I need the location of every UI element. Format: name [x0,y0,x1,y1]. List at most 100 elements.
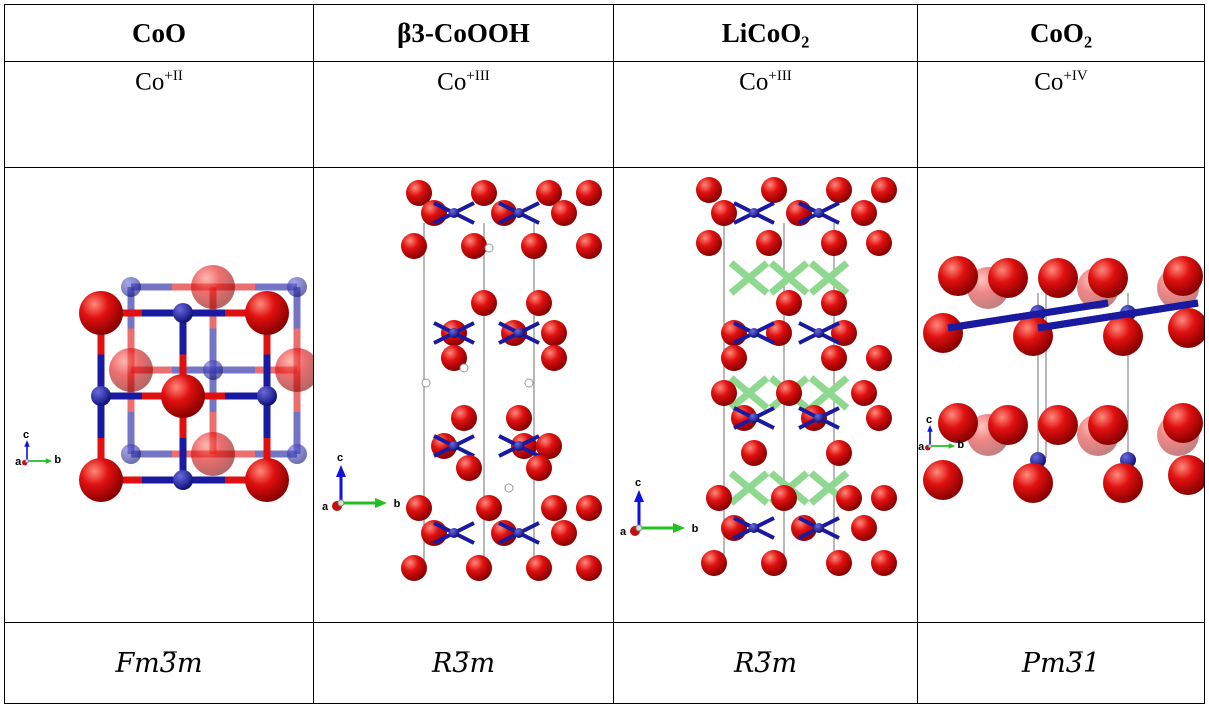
blue-atom [814,413,824,423]
bond [808,375,850,411]
axis-label: c [337,452,343,464]
blue-atom [449,528,459,538]
blue-atom [203,360,223,380]
red-atom [866,405,892,431]
red-atom [866,230,892,256]
red-atom [871,485,897,511]
axis-label: b [957,439,964,451]
red-atom [1163,256,1203,296]
blue-atom [814,208,824,218]
oxidation-cell: Co+III [613,61,918,168]
structure-cell: c a b [313,167,614,623]
red-atom [521,233,547,259]
red-atom [576,233,602,259]
red-atom [109,348,153,392]
red-atom [871,550,897,576]
axis-arrow [336,465,346,477]
blue-atom [514,528,524,538]
red-atom [471,180,497,206]
hydrogen-atom [524,378,534,388]
red-atom [923,313,963,353]
red-atom [1038,258,1078,298]
blue-atom [814,328,824,338]
red-atom [761,177,787,203]
red-atom [711,380,737,406]
element: Co [135,68,165,96]
red-atom [851,380,877,406]
red-atom [938,403,978,443]
red-atom [756,230,782,256]
red-atom [1103,316,1143,356]
space-group-cell: R3̅m [313,622,614,704]
axis-label: b [692,523,699,535]
red-atom [776,380,802,406]
oxidation-cell: Co+II [4,61,314,168]
blue-atom [121,444,141,464]
axis-label: b [54,454,61,466]
red-atom [275,348,319,392]
red-atom [536,180,562,206]
red-atom [988,405,1028,445]
red-atom [576,495,602,521]
axis-label: c [926,414,932,426]
blue-atom [514,208,524,218]
oxidation-state: +III [466,68,490,84]
red-atom [831,320,857,346]
blue-atom [514,441,524,451]
structure-image: c a b [322,180,602,581]
red-atom [401,233,427,259]
red-atom [536,433,562,459]
red-atom [851,200,877,226]
header-row: CoO β3-CoOOH LiCoO₂ CoO₂ [4,4,1205,62]
red-atom [1168,455,1208,495]
red-atom [161,374,205,418]
red-atom [696,230,722,256]
axis-label: c [23,429,29,441]
red-atom [406,180,432,206]
red-atom [79,458,123,502]
red-atom [938,256,978,296]
blue-atom [449,208,459,218]
bond [768,260,810,296]
red-atom [923,460,963,500]
structure-cell: c a b [613,167,918,623]
structure-image: c a b [918,256,1208,503]
axis-arrow [673,523,685,533]
red-atom [821,345,847,371]
axis-arrow [634,490,644,502]
bond [947,299,1109,332]
header-cell: CoO [4,4,314,62]
red-atom [526,555,552,581]
red-atom [576,555,602,581]
red-atom [836,485,862,511]
axis-label: a [620,526,627,538]
red-atom [826,177,852,203]
red-atom [406,495,432,521]
blue-atom [173,303,193,323]
hydrogen-atom [484,243,494,253]
red-atom [871,177,897,203]
red-atom [1088,258,1128,298]
header-cell: CoO₂ [917,4,1205,62]
bond [808,470,850,506]
element: Co [1034,68,1064,96]
red-atom [541,495,567,521]
red-atom [191,265,235,309]
red-atom [826,550,852,576]
red-atom [491,520,517,546]
blue-atom [173,470,193,490]
red-atom [551,520,577,546]
header-cell: β3-CoOOH [313,4,614,62]
oxidation-cell: Co+IV [917,61,1205,168]
red-atom [506,405,532,431]
red-atom [551,200,577,226]
red-atom [776,290,802,316]
red-atom [696,177,722,203]
red-atom [451,405,477,431]
axis-label: a [918,441,925,453]
structure-cell: c a b [4,167,319,623]
oxidation-cell: Co+III [313,61,614,168]
red-atom [771,485,797,511]
red-atom [456,455,482,481]
